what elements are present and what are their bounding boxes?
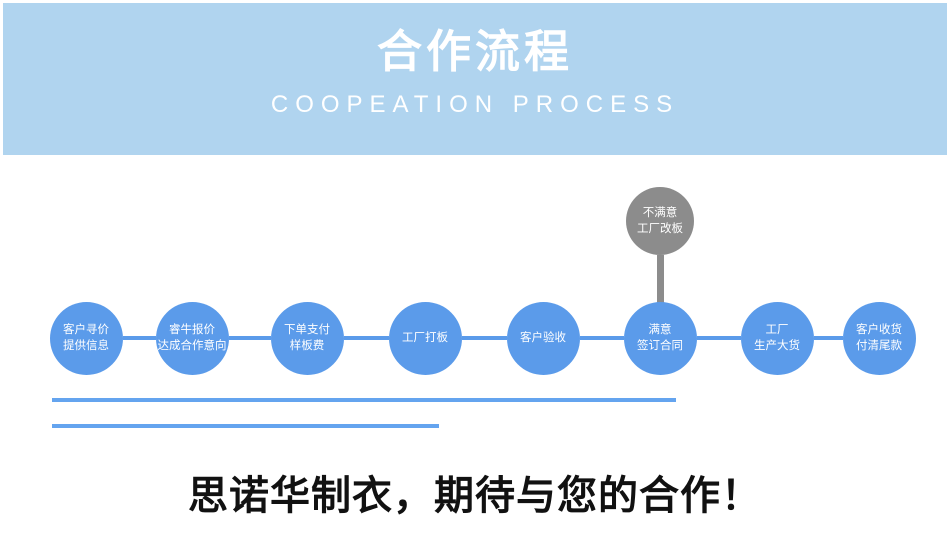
- flow-node-step-1[interactable]: 客户寻价 提供信息: [49, 301, 123, 375]
- flow-connector-3-4: [343, 336, 389, 340]
- flow-node-step-4[interactable]: 工厂打板: [388, 301, 462, 375]
- flow-node-branch-1[interactable]: 不满意 工厂改板: [626, 187, 694, 255]
- flow-node-label: 达成合作意向: [157, 338, 227, 352]
- flow-node-label: 工厂改板: [637, 221, 683, 235]
- flow-node-label: 客户收货: [856, 322, 902, 337]
- flow-node-step-3[interactable]: 下单支付 样板费: [270, 301, 344, 375]
- flow-node-label: 睿牛报价: [169, 322, 215, 337]
- flow-connector-5-6: [579, 336, 624, 340]
- process-flow-diagram: 不满意 工厂改板 客户寻价 提供信息 睿牛报价 达成合作意向 下单支付 样板费 工厂打板 客户验收…: [0, 155, 950, 405]
- header-banner: 合作流程 COOPEATION PROCESS: [3, 3, 947, 155]
- flow-node-step-2[interactable]: 睿牛报价 达成合作意向: [155, 301, 229, 375]
- flow-node-label: 样板费: [289, 338, 325, 352]
- flow-node-label: 签订合同: [637, 338, 683, 352]
- company-tagline: 思诺华制衣，期待与您的合作！: [188, 472, 762, 519]
- flow-node-label: 提供信息: [63, 338, 109, 352]
- flow-node-step-7[interactable]: 工厂 生产大货: [740, 301, 814, 375]
- flow-connector-2-3: [228, 336, 271, 340]
- branch-connector: [657, 255, 664, 303]
- flow-connector-7-8: [813, 336, 843, 340]
- page-title: 合作流程: [376, 25, 573, 78]
- flow-connector-6-7: [696, 336, 741, 340]
- flow-connector-4-5: [461, 336, 507, 340]
- flow-node-step-8[interactable]: 客户收货 付清尾款: [842, 301, 916, 375]
- decorative-rule-bottom: [52, 424, 439, 428]
- flow-node-step-5[interactable]: 客户验收: [506, 301, 580, 375]
- flow-node-label: 工厂打板: [402, 330, 448, 345]
- flow-node-label: 工厂: [765, 322, 789, 337]
- flow-node-label: 客户寻价: [63, 322, 109, 337]
- flow-node-step-6[interactable]: 满意 签订合同: [623, 301, 697, 375]
- flow-node-label: 满意: [648, 322, 672, 337]
- flow-node-label: 客户验收: [520, 330, 566, 345]
- flow-connector-1-2: [122, 336, 156, 340]
- flow-node-label: 生产大货: [754, 338, 800, 352]
- page-subtitle: COOPEATION PROCESS: [270, 91, 680, 118]
- decorative-rule-top: [52, 398, 676, 402]
- flow-node-label: 不满意: [642, 205, 678, 220]
- flow-node-label: 下单支付: [284, 322, 330, 337]
- flow-node-label: 付清尾款: [856, 338, 902, 352]
